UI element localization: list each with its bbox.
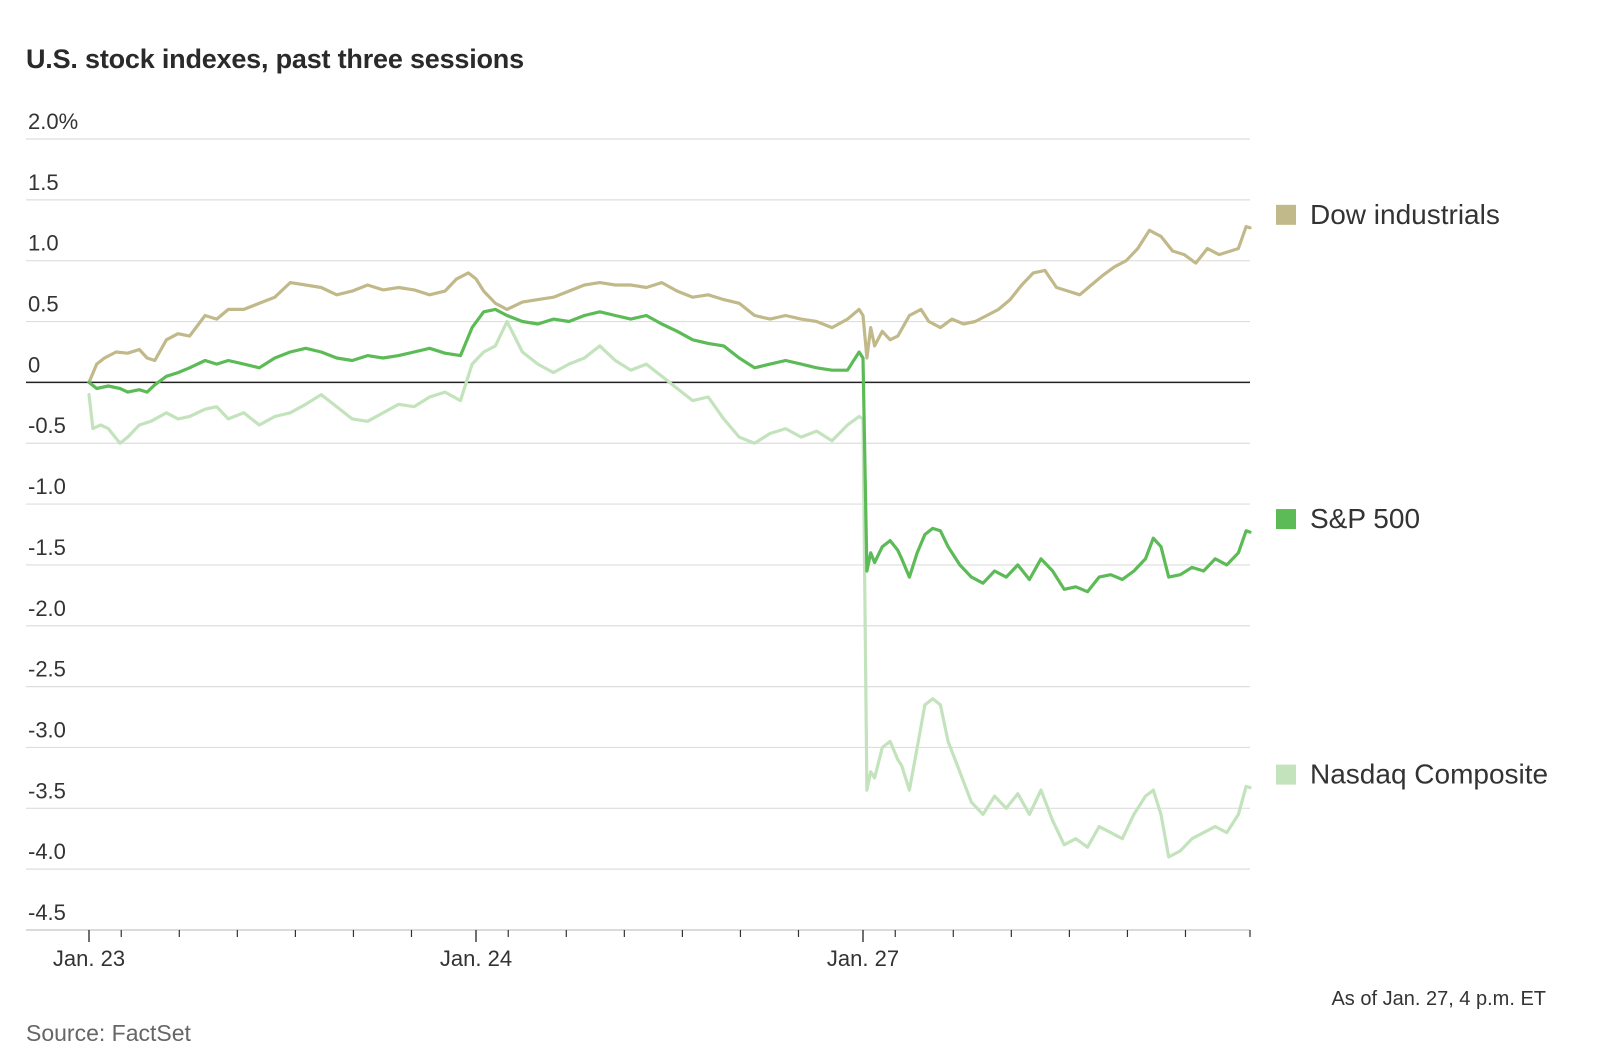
- legend-swatch: [1276, 764, 1296, 785]
- series-line-s-p-500: [87, 307, 1252, 594]
- y-tick-label: 2.0%: [28, 109, 78, 134]
- as-of-note: As of Jan. 27, 4 p.m. ET: [1331, 988, 1546, 1010]
- legend-label: S&P 500: [1310, 503, 1420, 534]
- series-line-dow-industrials: [87, 225, 1252, 384]
- y-tick-label: 1.0: [28, 231, 59, 256]
- y-tick-label: 1.5: [28, 170, 59, 195]
- gridlines: [26, 138, 1250, 931]
- y-tick-label: -2.5: [28, 657, 66, 682]
- legend-label: Nasdaq Composite: [1310, 759, 1548, 790]
- chart-title: U.S. stock indexes, past three sessions: [26, 44, 524, 74]
- series-line-nasdaq-composite: [87, 319, 1252, 859]
- legend-swatch: [1276, 509, 1296, 530]
- legend: Dow industrials S&P 500 Nasdaq Composite: [1276, 199, 1548, 790]
- y-axis-labels: 2.0% 1.5 1.0 0.5 0 -0.5 -1.0 -1.5 -2.0 -2.5 -3.0 -3…: [28, 109, 78, 925]
- x-tick-label: Jan. 27: [827, 946, 899, 971]
- source-note: Source: FactSet: [26, 1020, 191, 1046]
- legend-swatch: [1276, 204, 1296, 225]
- y-tick-label: -4.5: [28, 900, 66, 925]
- series-lines: [87, 225, 1252, 859]
- x-axis: Jan. 23 Jan. 24 Jan. 27: [26, 929, 1251, 971]
- y-tick-label: -4.0: [28, 839, 66, 864]
- y-tick-label: 0: [28, 352, 40, 377]
- legend-label: Dow industrials: [1310, 199, 1500, 230]
- x-tick-label: Jan. 24: [440, 946, 512, 971]
- y-tick-label: -2.0: [28, 596, 66, 621]
- y-tick-label: -1.0: [28, 474, 66, 499]
- y-tick-label: -3.5: [28, 778, 66, 803]
- y-tick-label: -0.5: [28, 413, 66, 438]
- y-tick-label: 0.5: [28, 292, 59, 317]
- y-tick-label: -3.0: [28, 717, 66, 742]
- x-tick-label: Jan. 23: [53, 946, 125, 971]
- y-tick-label: -1.5: [28, 535, 66, 560]
